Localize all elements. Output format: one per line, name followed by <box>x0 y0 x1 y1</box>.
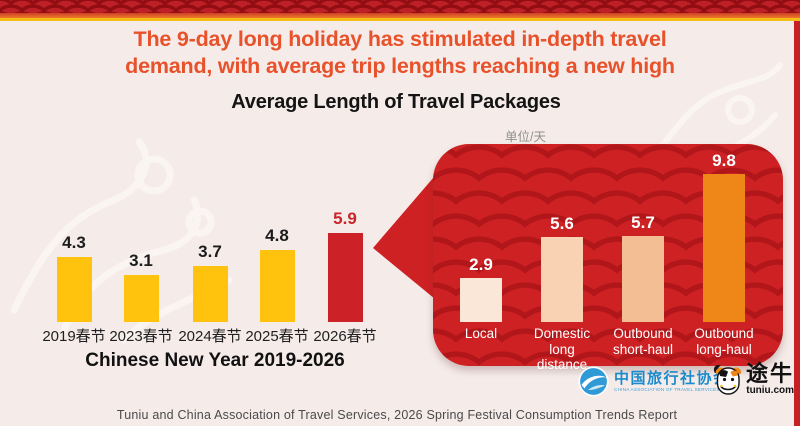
bar-value-label: 9.8 <box>712 151 736 170</box>
x-label-2025: 2025春节 <box>245 328 309 345</box>
right-border-strip <box>794 0 800 426</box>
cats-name-cn: 中国旅行社协会 <box>614 369 730 387</box>
bar-2025 <box>259 250 295 322</box>
cny-bar-column-2025: 4.8 <box>243 226 311 322</box>
left-chart-caption: Chinese New Year 2019-2026 <box>85 350 345 371</box>
segment-column-local: 2.9 <box>441 255 521 322</box>
bar-value-label: 5.9 <box>333 209 357 228</box>
unit-per-day-label: 单位/天 <box>505 130 546 144</box>
x-label-2019: 2019春节 <box>42 328 106 345</box>
x-label-2023: 2023春节 <box>109 328 173 345</box>
bar-2023 <box>123 275 159 322</box>
bar-outbound-short-haul <box>622 236 664 322</box>
bar-value-label: 3.7 <box>198 242 222 261</box>
banner-gold-line <box>0 18 800 21</box>
chart-title: Average Length of Travel Packages <box>231 91 561 113</box>
cats-logo-text: 中国旅行社协会 CHINA ASSOCIATION OF TRAVEL SERV… <box>614 371 730 393</box>
x-label-2026: 2026春节 <box>313 328 377 345</box>
x-label-2024: 2024春节 <box>178 328 242 345</box>
bar-value-label: 5.6 <box>550 214 574 233</box>
bar-domestic-long-distance <box>541 237 583 322</box>
tuniu-logo-text: 途牛 tuniu.com <box>746 363 794 396</box>
bar-value-label: 3.1 <box>129 251 153 270</box>
segment-column-outbound-long: 9.8 <box>684 151 764 322</box>
bar-value-label: 2.9 <box>469 255 493 274</box>
banner-scale-pattern <box>0 0 800 13</box>
tuniu-logo: 途牛 tuniu.com <box>712 363 794 396</box>
cny-bar-column-2019: 4.3 <box>40 233 108 322</box>
cats-name-en: CHINA ASSOCIATION OF TRAVEL SERVICES <box>614 386 720 392</box>
bar-outbound-long-haul <box>703 174 745 322</box>
cats-logo: 中国旅行社协会 CHINA ASSOCIATION OF TRAVEL SERV… <box>578 366 730 397</box>
speech-bubble-chart: 2.9 5.6 5.7 9.8 Local Domestic long dist… <box>433 144 783 372</box>
segment-label-outbound-long: Outbound long-haul <box>694 326 754 357</box>
cny-bar-column-2026: 5.9 <box>311 209 379 322</box>
bar-local <box>460 278 502 322</box>
cow-icon <box>713 365 742 395</box>
cny-bar-column-2024: 3.7 <box>176 242 244 322</box>
tuniu-name-cn: 途牛 <box>746 361 795 386</box>
headline-line1: The 9-day long holiday has stimulated in… <box>133 27 667 51</box>
speech-bubble-tail <box>373 163 446 308</box>
bar-2024 <box>192 266 228 322</box>
banner-orange-strip <box>0 13 800 18</box>
segment-column-domestic-long: 5.6 <box>522 214 602 322</box>
top-border-banner <box>0 0 800 21</box>
tuniu-domain: tuniu.com <box>746 385 795 396</box>
cny-bar-column-2023: 3.1 <box>107 251 175 322</box>
globe-icon <box>578 366 609 397</box>
bar-2019 <box>56 257 92 322</box>
segment-column-outbound-short: 5.7 <box>603 213 683 322</box>
bar-value-label: 5.7 <box>631 213 655 232</box>
bar-2026-highlight <box>327 233 363 322</box>
bar-value-label: 4.3 <box>62 233 86 252</box>
segment-label-outbound-short: Outbound short-haul <box>612 326 674 357</box>
segment-label-local: Local <box>464 326 498 341</box>
headline-line2: demand, with average trip lengths reachi… <box>125 53 675 78</box>
bar-value-label: 4.8 <box>265 226 289 245</box>
headline: The 9-day long holiday has stimulated in… <box>20 26 780 79</box>
source-attribution: Tuniu and China Association of Travel Se… <box>116 408 678 422</box>
segment-label-domestic-long: Domestic long distance <box>533 326 591 373</box>
